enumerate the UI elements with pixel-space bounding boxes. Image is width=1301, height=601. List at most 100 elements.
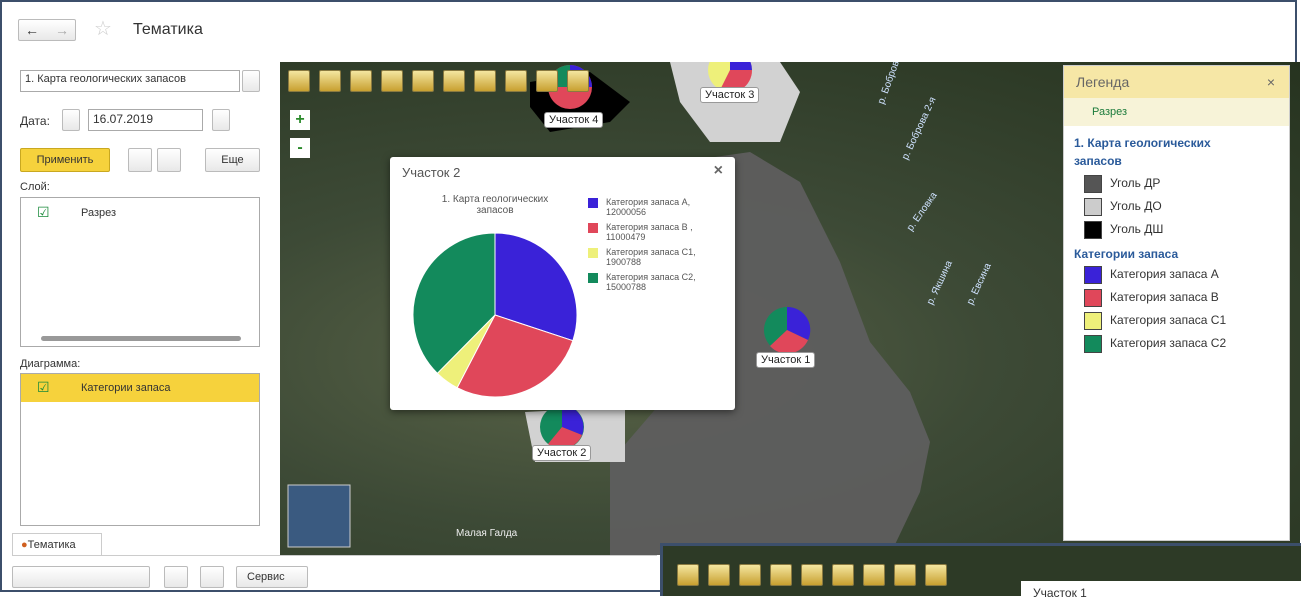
date-field[interactable]: 16.07.2019 xyxy=(88,109,203,131)
legend-layer-row[interactable]: Разрез xyxy=(1064,98,1289,126)
legend-items: Уголь ДР Уголь ДО Уголь ДШ xyxy=(1064,172,1289,241)
tab-icon: ● xyxy=(21,539,28,551)
tool[interactable] xyxy=(536,70,558,92)
prev-date[interactable] xyxy=(62,109,80,131)
page: ←→ ☆ Тематика 1. Карта геологических зап… xyxy=(0,0,1301,596)
more-button[interactable]: Еще xyxy=(205,148,260,172)
legend-title: Легенда xyxy=(1076,74,1129,90)
legend-swatch xyxy=(1084,335,1102,353)
overlay-popup: Участок 1 xyxy=(1021,581,1301,601)
target-button[interactable] xyxy=(200,566,224,588)
chart-legend-item: Категория запаса С1,1900788 xyxy=(588,247,728,267)
chart-legend-swatch xyxy=(588,248,598,258)
checkbox[interactable]: ☑ xyxy=(37,379,50,396)
apply-button[interactable]: Применить xyxy=(20,148,110,172)
tool[interactable] xyxy=(925,564,947,586)
tool[interactable] xyxy=(832,564,854,586)
selected-row[interactable]: ☑ Категории запаса xyxy=(21,374,259,402)
legend-row: Категория запаса С1 xyxy=(1064,309,1289,332)
nav-buttons[interactable]: ←→ xyxy=(18,19,76,41)
legend-categories: Категория запаса А Категория запаса В Кате… xyxy=(1064,263,1289,355)
area-label[interactable]: Участок 2 xyxy=(532,445,591,461)
tool[interactable] xyxy=(801,564,823,586)
tool[interactable] xyxy=(288,70,310,92)
tab[interactable]: ●Тематика xyxy=(12,533,102,555)
legend-swatch xyxy=(1084,175,1102,193)
legend-label: Уголь ДО xyxy=(1110,199,1162,213)
tool[interactable] xyxy=(443,70,465,92)
chart-legend-value: 12000056 xyxy=(606,207,646,217)
legend-label: Категория запаса В xyxy=(1110,290,1219,304)
mini-pie xyxy=(540,405,584,449)
chart-legend-swatch xyxy=(588,273,598,283)
map-toolbar xyxy=(288,70,589,92)
tool[interactable] xyxy=(350,70,372,92)
mini-pie xyxy=(764,307,810,354)
minimap[interactable] xyxy=(288,485,350,547)
chart-legend-item: Категория запаса В ,11000479 xyxy=(588,222,728,242)
bottom-toolbar[interactable] xyxy=(12,566,150,588)
tool[interactable] xyxy=(567,70,589,92)
diagram-item[interactable]: Категории запаса xyxy=(81,382,171,394)
close[interactable]: × xyxy=(1267,66,1275,98)
tool-button[interactable] xyxy=(128,148,152,172)
chart-legend-swatch xyxy=(588,223,598,233)
tool[interactable] xyxy=(739,564,761,586)
overlay-window: Участок 1 xyxy=(660,543,1301,596)
favorite-star[interactable]: ☆ xyxy=(94,16,112,41)
tool[interactable] xyxy=(319,70,341,92)
chart-legend-swatch xyxy=(588,198,598,208)
legend-label: Категория запаса А xyxy=(1110,267,1219,281)
chart-legend-value: 1900788 xyxy=(606,257,641,267)
tab-label: Тематика xyxy=(28,539,76,551)
search-button[interactable] xyxy=(164,566,188,588)
legend-label: Уголь ДШ xyxy=(1110,222,1163,236)
area-label[interactable]: Участок 4 xyxy=(544,112,603,128)
tool[interactable] xyxy=(474,70,496,92)
zoom-out[interactable]: - xyxy=(290,138,310,158)
map-select[interactable]: 1. Карта геологических запасов xyxy=(20,70,240,92)
tool-button[interactable] xyxy=(157,148,181,172)
chart-legend-label: Категория запаса В , xyxy=(606,222,693,232)
page-title: Тематика xyxy=(133,21,203,39)
area-label[interactable]: Участок 3 xyxy=(700,87,759,103)
layer-list: ☑ Разрез xyxy=(20,197,260,347)
diagram-list: ☑ Категории запаса xyxy=(20,373,260,526)
chart-legend-label: Категория запаса С2, xyxy=(606,272,696,282)
legend-swatch xyxy=(1084,198,1102,216)
tool[interactable] xyxy=(708,564,730,586)
legend-row: Категория запаса В xyxy=(1064,286,1289,309)
chart-legend-value: 15000788 xyxy=(606,282,646,292)
tool[interactable] xyxy=(381,70,403,92)
chart-legend-item: Категория запаса А,12000056 xyxy=(588,197,728,217)
layer-item[interactable]: Разрез xyxy=(81,207,116,219)
tool[interactable] xyxy=(412,70,434,92)
diagram-label: Диаграмма: xyxy=(20,358,80,370)
service-button[interactable]: Сервис xyxy=(236,566,308,588)
legend-layer: Разрез xyxy=(1092,106,1127,118)
legend-group: Категории запаса xyxy=(1064,241,1289,263)
popup: Участок 2 × 1. Карта геологических запас… xyxy=(390,157,735,410)
legend-map-title: 1. Карта геологических запасов xyxy=(1064,126,1289,172)
legend-row: Уголь ДШ xyxy=(1064,218,1289,241)
scrollbar[interactable] xyxy=(41,336,241,341)
legend-swatch xyxy=(1084,289,1102,307)
place-label: Малая Галда xyxy=(456,528,517,539)
legend-row: Категория запаса С2 xyxy=(1064,332,1289,355)
chart-legend: Категория запаса А,12000056 Категория зап… xyxy=(588,197,728,297)
legend-row: Уголь ДР xyxy=(1064,172,1289,195)
date-label: Дата: xyxy=(20,114,50,128)
tool[interactable] xyxy=(770,564,792,586)
zoom-in[interactable]: + xyxy=(290,110,310,130)
legend-label: Категория запаса С2 xyxy=(1110,336,1226,350)
next-date[interactable] xyxy=(212,109,230,131)
checkbox[interactable]: ☑ xyxy=(37,204,50,221)
tool[interactable] xyxy=(894,564,916,586)
tool[interactable] xyxy=(863,564,885,586)
area-label[interactable]: Участок 1 xyxy=(756,352,815,368)
tool[interactable] xyxy=(677,564,699,586)
chart-legend-item: Категория запаса С2,15000788 xyxy=(588,272,728,292)
legend-swatch xyxy=(1084,266,1102,284)
open-button[interactable] xyxy=(242,70,260,92)
tool[interactable] xyxy=(505,70,527,92)
